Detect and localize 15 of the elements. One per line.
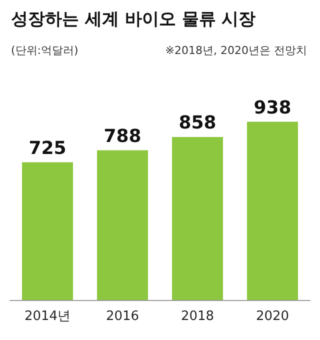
chart-subtitle: (단위:억달러) xyxy=(11,44,78,57)
bar xyxy=(247,122,298,300)
x-tick-label: 2020 xyxy=(256,309,290,324)
bar xyxy=(172,136,223,300)
chart-title: 성장하는 세계 바이오 물류 시장 xyxy=(11,10,256,30)
data-label: 858 xyxy=(178,112,216,134)
x-tick-label: 2018 xyxy=(180,309,214,324)
data-label: 938 xyxy=(254,97,292,118)
x-tick-label: 2014년 xyxy=(24,309,71,324)
text: ※2018년, 2020년은 전망치 xyxy=(165,44,308,57)
bar xyxy=(97,150,148,300)
data-label: 788 xyxy=(104,126,142,147)
bar xyxy=(22,162,73,300)
data-label: 725 xyxy=(28,138,66,159)
x-tick-label: 2016 xyxy=(106,309,140,324)
